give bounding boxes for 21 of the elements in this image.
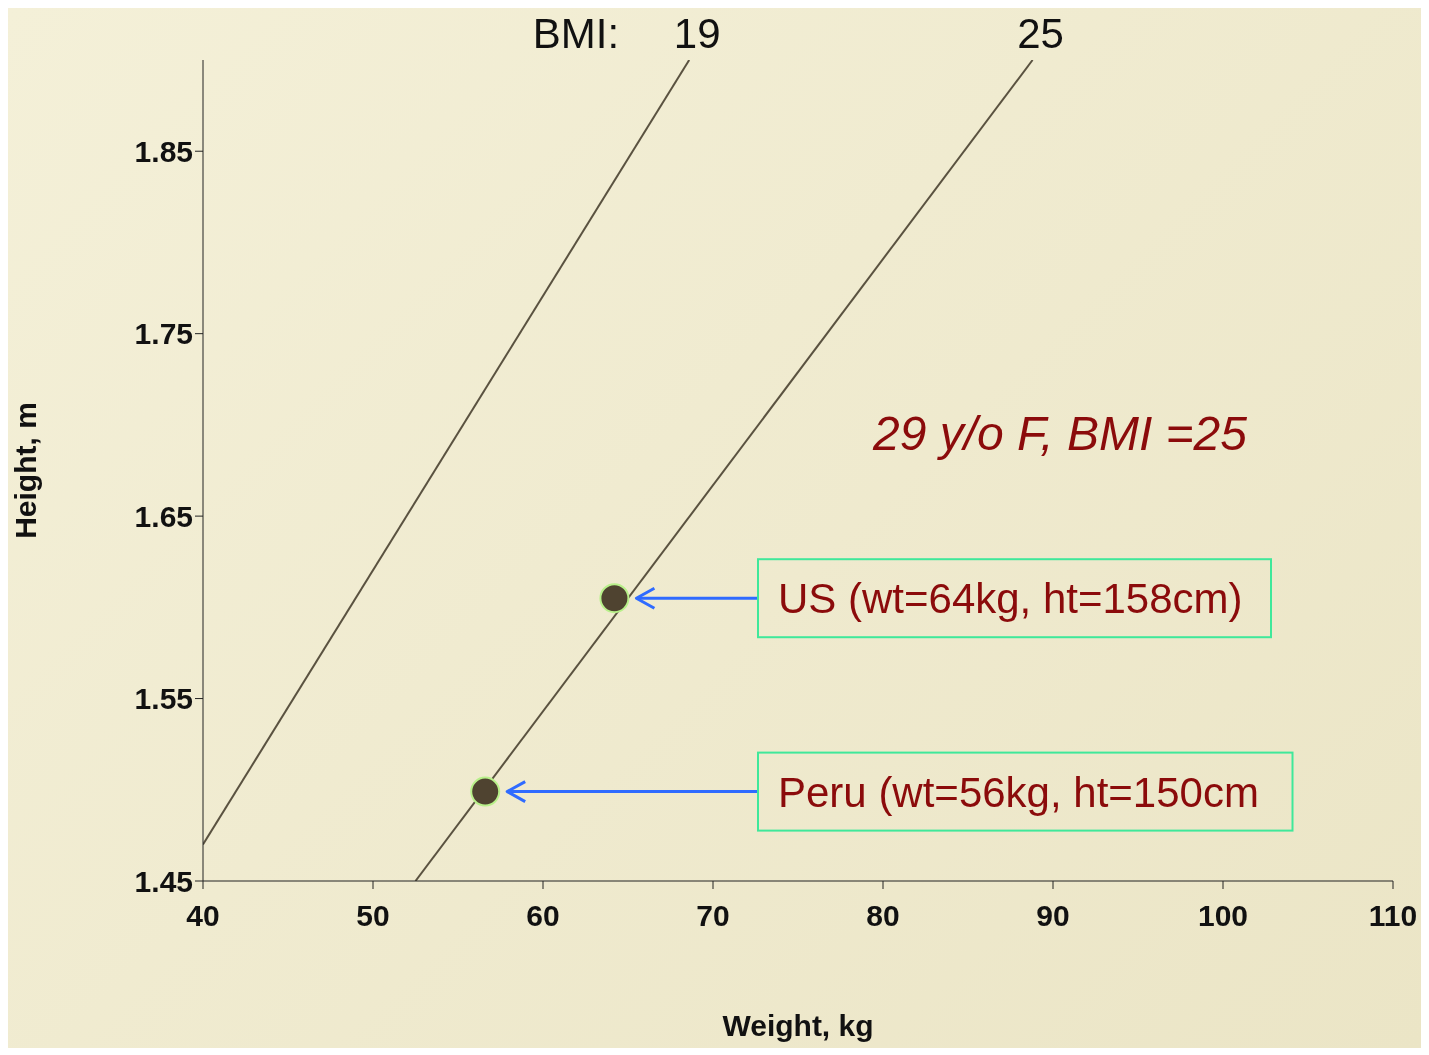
x-tick-label: 80 [866, 899, 900, 933]
annotation: 29 y/o F, BMI =25 [872, 407, 1248, 460]
series-label: 19 [673, 10, 721, 57]
annotation: US (wt=64kg, ht=158cm) [778, 575, 1243, 623]
y-tick-label: 1.55 [134, 682, 193, 716]
annotation: Peru (wt=56kg, ht=150cm [778, 768, 1259, 816]
x-tick-label: 90 [1036, 899, 1070, 933]
x-tick-label: 100 [1197, 899, 1249, 933]
y-axis-title: Height, m [9, 402, 42, 539]
y-tick-label: 1.75 [134, 317, 193, 351]
x-tick-label: 70 [696, 899, 730, 933]
x-tick-label: 110 [1368, 899, 1418, 933]
series-label: 25 [1017, 10, 1064, 57]
x-tick-label: 40 [186, 899, 220, 933]
y-tick-label: 1.65 [134, 499, 193, 533]
legend-title: BMI: [532, 10, 620, 57]
x-tick-label: 60 [526, 899, 560, 933]
y-tick-label: 1.45 [134, 864, 193, 898]
y-tick-label: 1.85 [134, 134, 193, 168]
x-axis-title: Weight, kg [722, 1009, 874, 1042]
x-tick-label: 50 [356, 899, 390, 933]
